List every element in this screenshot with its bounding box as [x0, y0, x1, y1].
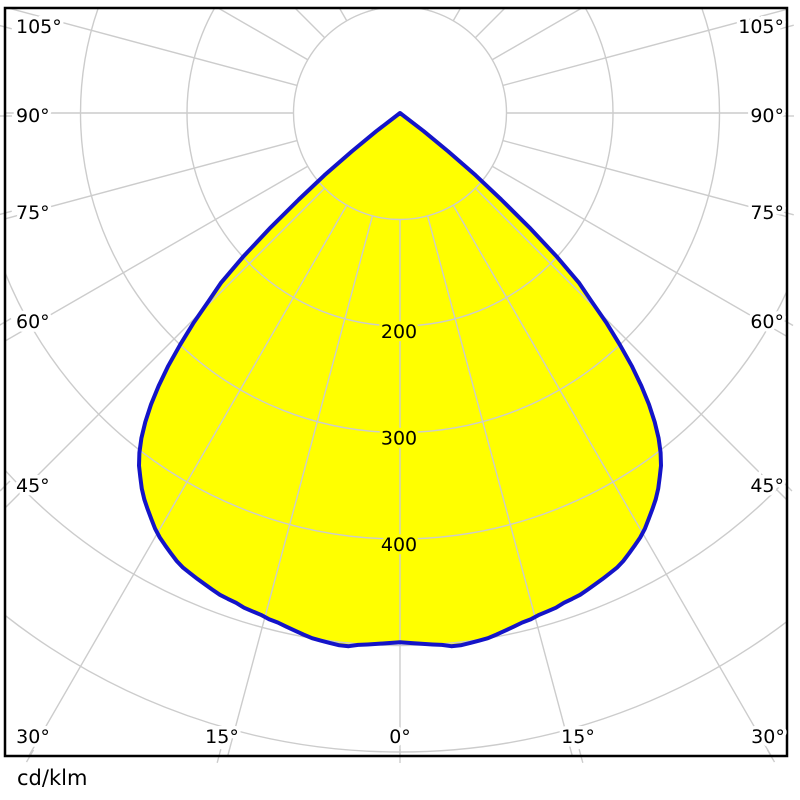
angle-label-left-75: 75° [16, 202, 50, 224]
grid-radial-285 [5, 139, 298, 220]
angle-label-left-60: 60° [16, 311, 50, 333]
angle-label-right-75: 75° [750, 202, 784, 224]
angle-label-bottom-0: 0° [389, 726, 411, 748]
grid-radial-255 [5, 8, 298, 87]
grid-radial-60 [491, 165, 787, 338]
unit-label: cd/klm [17, 766, 88, 790]
grid-radial-330 [27, 204, 348, 756]
angle-label-bottom--30: 30° [16, 726, 50, 748]
angle-label-bottom-15: 15° [561, 726, 595, 748]
grid-radial-105 [502, 8, 787, 87]
angle-label-right-105: 105° [738, 16, 784, 38]
grid-radial-30 [452, 204, 773, 756]
grid-radial-300 [5, 165, 309, 342]
value-label-400: 400 [381, 534, 417, 556]
grid-radial-75 [502, 139, 787, 218]
distribution-curve [137, 111, 663, 649]
angle-label-right-60: 60° [750, 311, 784, 333]
grid-radial-15 [426, 215, 574, 756]
value-label-200: 200 [381, 321, 417, 343]
value-label-300: 300 [381, 428, 417, 450]
angle-label-right-45: 45° [750, 475, 784, 497]
angle-label-left-105: 105° [16, 16, 62, 38]
angle-label-bottom-30: 30° [751, 726, 785, 748]
angle-label-left-45: 45° [16, 475, 50, 497]
grid-radial-345 [226, 215, 374, 756]
angle-label-right-90: 90° [750, 105, 784, 127]
plot-border [3, 6, 789, 758]
angle-label-left-90: 90° [16, 105, 50, 127]
angle-label-bottom--15: 15° [205, 726, 239, 748]
